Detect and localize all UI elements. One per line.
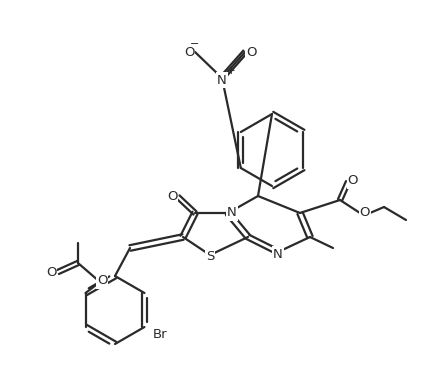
Text: O: O <box>46 266 56 279</box>
Text: O: O <box>184 46 194 59</box>
Text: +: + <box>227 66 235 76</box>
Text: O: O <box>97 275 107 288</box>
Text: O: O <box>167 191 177 204</box>
Text: O: O <box>246 46 256 59</box>
Text: −: − <box>190 39 200 49</box>
Text: S: S <box>206 251 214 263</box>
Text: O: O <box>360 207 370 219</box>
Text: Br: Br <box>152 329 167 342</box>
Text: O: O <box>348 175 358 188</box>
Text: N: N <box>227 207 237 219</box>
Text: N: N <box>217 73 227 87</box>
Text: N: N <box>273 248 283 260</box>
